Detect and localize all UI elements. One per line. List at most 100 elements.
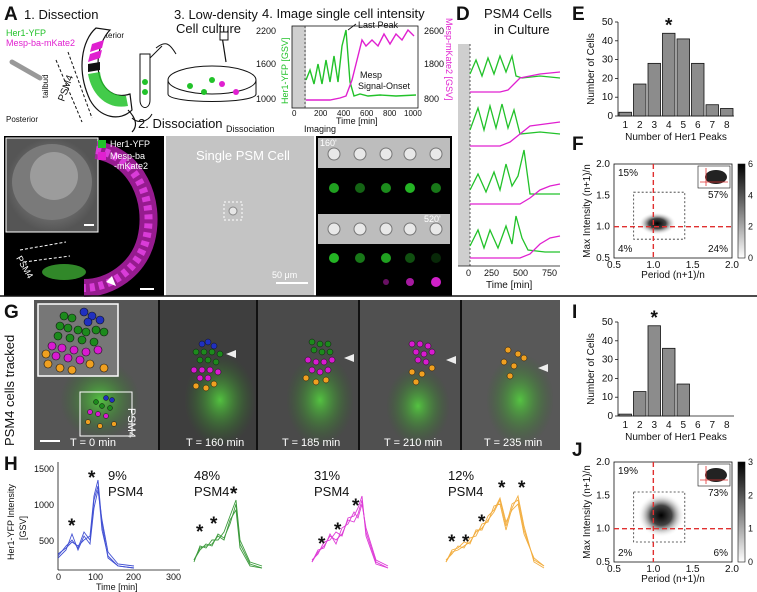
h-star: * — [518, 478, 526, 499]
h-group-2-label: PSM4 — [314, 484, 349, 499]
embryo-tail-schematic — [9, 27, 137, 133]
panel-label-i: I — [572, 302, 577, 323]
a-right-tick-1: 1800 — [424, 59, 444, 69]
J-x-tick-label: 1.0 — [646, 564, 660, 575]
c-time-start: 160' — [320, 138, 337, 148]
F-x-tick-label: 2.0 — [725, 260, 739, 271]
I-y-tick-label: 40 — [602, 336, 614, 347]
E-y-label: Number of Cells — [586, 33, 597, 105]
legend-her1: Her1-YFP — [6, 28, 46, 38]
J-x-label: Period (n+1)/n — [641, 574, 705, 585]
J-inset-points — [705, 468, 727, 482]
J-quadrant-top-left: 19% — [618, 466, 638, 477]
J-y-tick-label: 1.0 — [596, 524, 610, 535]
dissociation-tube — [131, 45, 163, 122]
panel-label-f: F — [572, 134, 584, 155]
tracking-filmstrip — [34, 300, 560, 450]
h-group-0-label: PSM4 — [108, 484, 143, 499]
a-right-axis-label: Mesp-mKate2 [GSV] — [444, 18, 454, 101]
g-time-1: T = 160 min — [186, 437, 244, 449]
h-star: * — [230, 484, 238, 505]
h-y-tick-1: 1000 — [34, 500, 54, 510]
I-x-tick-label: 7 — [709, 420, 715, 431]
F-quadrant-top-left: 15% — [618, 168, 638, 179]
I-annotation-star: * — [651, 308, 659, 329]
culture-dish — [155, 31, 257, 102]
g-side-label: PSM4 cells tracked — [2, 335, 17, 446]
h-star: * — [196, 522, 204, 543]
mesp-onset-label-2: Signal-Onset — [358, 81, 411, 91]
d-x-label: Time [min] — [486, 280, 533, 291]
a-x-label: Time [min] — [336, 116, 378, 126]
J-region-box — [633, 491, 686, 543]
J-quadrant-bottom-left: 2% — [618, 548, 633, 559]
I-x-tick-label: 1 — [622, 420, 628, 431]
h-group-3-label: PSM4 — [448, 484, 483, 499]
J-y-label: Max Intensity (n+1)/n — [582, 465, 593, 559]
E-y-tick-label: 10 — [602, 92, 614, 103]
F-x-tick-label: 1.0 — [646, 260, 660, 271]
I-x-tick-label: 3 — [651, 420, 657, 431]
J-colorbar-tick: 1 — [748, 524, 753, 534]
a-x-tick-4: 800 — [383, 109, 397, 118]
b-legend-her1: Her1-YFP — [110, 139, 150, 149]
h-star: * — [448, 532, 456, 553]
h-trace-panels — [57, 462, 545, 571]
F-colorbar-tick: 0 — [748, 253, 753, 263]
F-x-label: Period (n+1)/n — [641, 270, 705, 281]
J-y-tick-label: 2.0 — [596, 457, 610, 468]
h-y-tick-0: 1500 — [34, 464, 54, 474]
culture-traces — [458, 44, 561, 267]
J-density-blob — [637, 493, 685, 538]
E-bar — [618, 111, 632, 117]
h-x-tick-1: 100 — [88, 572, 103, 582]
E-y-tick-label: 30 — [602, 55, 614, 66]
h-group-0-pct: 9% — [108, 468, 127, 483]
b-legend-mesp-1: Mesp-ba — [110, 151, 145, 161]
I-y-tick-label: 30 — [602, 355, 614, 366]
step4-label: 4. Image single cell intensity — [262, 6, 425, 21]
h-star: * — [352, 496, 360, 517]
h-star: * — [318, 534, 326, 555]
J-y-tick-label: 1.5 — [596, 490, 610, 501]
I-y-tick-label: 0 — [607, 411, 613, 422]
h-star: * — [88, 468, 96, 489]
E-bar — [705, 104, 719, 117]
F-y-tick-label: 0.5 — [596, 253, 610, 264]
dissociation-label: Dissociation — [226, 124, 275, 134]
psm4-schematic-label: PSM4 — [56, 73, 76, 103]
F-quadrant-bottom-right: 24% — [708, 244, 728, 255]
h-star: * — [462, 532, 470, 553]
g-time-3: T = 210 min — [384, 437, 442, 449]
I-y-tick-label: 10 — [602, 392, 614, 403]
F-density-blob — [638, 212, 677, 235]
I-y-tick-label: 50 — [602, 317, 614, 328]
I-x-label: Number of Her1 Peaks — [625, 432, 727, 443]
F-x-tick-label: 0.5 — [607, 260, 621, 271]
E-bar — [633, 83, 647, 117]
E-annotation-star: * — [665, 15, 673, 36]
h-star: * — [68, 516, 76, 537]
E-x-label: Number of Her1 Peaks — [625, 132, 727, 143]
E-y-tick-label: 0 — [607, 111, 613, 122]
a-x-tick-0: 0 — [292, 109, 297, 118]
panel-label-g: G — [4, 302, 19, 323]
h-y-label-1: Her1-YFP Intensity — [6, 484, 16, 560]
a-left-tick-1: 1600 — [256, 59, 276, 69]
F-colorbar-tick: 4 — [748, 190, 753, 200]
F-colorbar — [737, 163, 746, 259]
E-x-tick-label: 8 — [724, 120, 730, 131]
J-quadrant-bottom-right: 6% — [714, 548, 729, 559]
last-peak-label: Last Peak — [358, 20, 399, 30]
a-left-axis-label: Her1-YFP [GSV] — [280, 38, 290, 104]
E-bar — [691, 62, 705, 117]
I-bar — [676, 383, 690, 417]
a-right-tick-2: 800 — [424, 94, 439, 104]
E-x-tick-label: 6 — [695, 120, 701, 131]
panel-label-e: E — [572, 4, 585, 25]
I-bar — [618, 413, 632, 417]
h-y-label-2: [GSV] — [18, 516, 28, 540]
h-x-tick-3: 300 — [166, 572, 181, 582]
